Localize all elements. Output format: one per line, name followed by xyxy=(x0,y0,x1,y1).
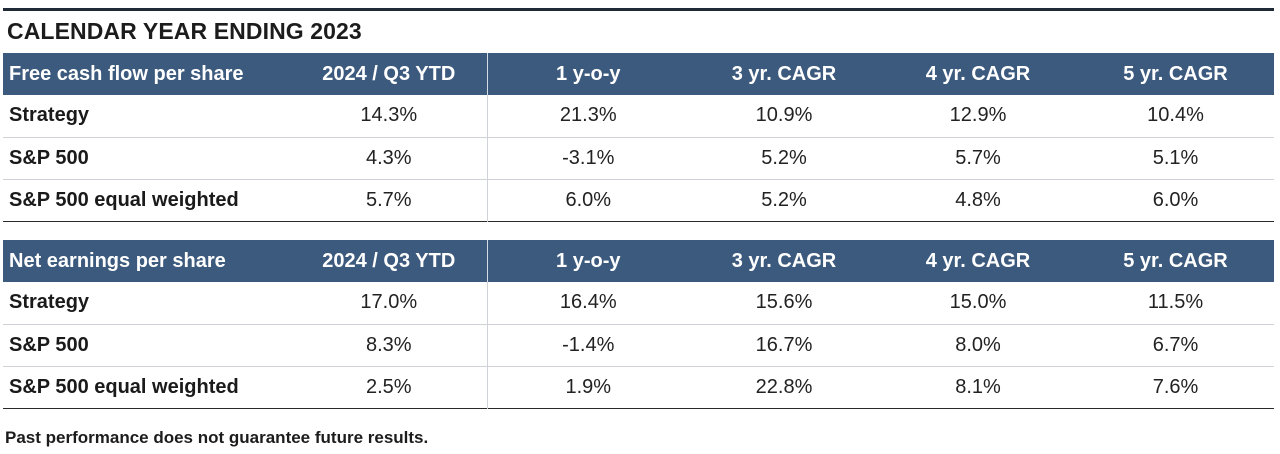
free-cash-flow-table: Free cash flow per share 2024 / Q3 YTD 1… xyxy=(3,53,1274,222)
table-cell: 4.8% xyxy=(955,188,1001,211)
table-cell: 22.8% xyxy=(755,375,813,398)
table-cell: 5.7% xyxy=(365,188,412,211)
table-cell: 7.6% xyxy=(1152,375,1199,398)
row-label: Strategy xyxy=(9,104,90,127)
row-label: S&P 500 equal weighted xyxy=(9,188,239,211)
metric-header: Net earnings per share xyxy=(9,249,226,272)
table-cell: 1.9% xyxy=(486,366,689,408)
column-header: 3 yr. CAGR xyxy=(731,249,837,272)
net-earnings-table: Net earnings per share 2024 / Q3 YTD 1 y… xyxy=(3,240,1274,409)
row-label: Strategy xyxy=(9,291,90,314)
table-header-row: Free cash flow per share 2024 / Q3 YTD 1… xyxy=(3,53,1274,95)
table-cell: 5.2% xyxy=(761,188,807,211)
table-cell: 5.1% xyxy=(1152,146,1199,169)
column-header: 5 yr. CAGR xyxy=(1123,249,1228,272)
table-cell: 17.0% xyxy=(360,291,418,314)
table-cell: 8.0% xyxy=(955,333,1001,356)
table-cell: 6.0% xyxy=(1152,188,1199,211)
table-cell: 11.5% xyxy=(1147,291,1204,314)
column-header: 2024 / Q3 YTD xyxy=(322,249,456,272)
table-cell: -1.4% xyxy=(486,324,689,366)
column-header: 2024 / Q3 YTD xyxy=(322,62,456,85)
table-cell: -3.1% xyxy=(486,137,689,179)
table-cell: 6.7% xyxy=(1152,333,1199,356)
row-label: S&P 500 xyxy=(9,333,89,356)
table-row: S&P 500 4.3% -3.1% 5.2% 5.7% 5.1% xyxy=(3,137,1274,179)
table-cell: 8.3% xyxy=(365,333,412,356)
table-row: S&P 500 equal weighted 2.5% 1.9% 22.8% 8… xyxy=(3,366,1274,408)
table-cell: 12.9% xyxy=(949,104,1007,127)
footnote: Past performance does not guarantee futu… xyxy=(5,428,429,447)
top-rule xyxy=(3,8,1274,11)
page-title: CALENDAR YEAR ENDING 2023 xyxy=(7,18,362,44)
row-label: S&P 500 xyxy=(9,146,89,169)
table-cell: 14.3% xyxy=(360,104,418,127)
table-cell: 16.4% xyxy=(486,282,689,324)
column-header: 4 yr. CAGR xyxy=(925,62,1031,85)
table-cell: 10.9% xyxy=(755,104,813,127)
table-row: S&P 500 8.3% -1.4% 16.7% 8.0% 6.7% xyxy=(3,324,1274,366)
table-cell: 2.5% xyxy=(365,375,412,398)
table-cell: 5.7% xyxy=(955,146,1001,169)
column-header: 5 yr. CAGR xyxy=(1123,62,1228,85)
table-cell: 5.2% xyxy=(761,146,807,169)
table-row: Strategy 17.0% 16.4% 15.6% 15.0% 11.5% xyxy=(3,282,1274,324)
table-row: S&P 500 equal weighted 5.7% 6.0% 5.2% 4.… xyxy=(3,179,1274,221)
table-cell: 4.3% xyxy=(365,146,412,169)
table-row: Strategy 14.3% 21.3% 10.9% 12.9% 10.4% xyxy=(3,95,1274,137)
row-label: S&P 500 equal weighted xyxy=(9,375,239,398)
column-header: 3 yr. CAGR xyxy=(731,62,837,85)
table-cell: 21.3% xyxy=(486,95,689,137)
table-header-row: Net earnings per share 2024 / Q3 YTD 1 y… xyxy=(3,240,1274,282)
table-cell: 10.4% xyxy=(1147,104,1204,127)
table-cell: 15.0% xyxy=(949,291,1007,314)
metric-header: Free cash flow per share xyxy=(9,62,244,85)
table-cell: 16.7% xyxy=(755,333,813,356)
table-cell: 15.6% xyxy=(755,291,813,314)
table-cell: 8.1% xyxy=(955,375,1001,398)
column-header: 1 y-o-y xyxy=(486,53,689,95)
column-header: 4 yr. CAGR xyxy=(925,249,1031,272)
table-cell: 6.0% xyxy=(486,179,689,221)
column-header: 1 y-o-y xyxy=(486,240,689,282)
